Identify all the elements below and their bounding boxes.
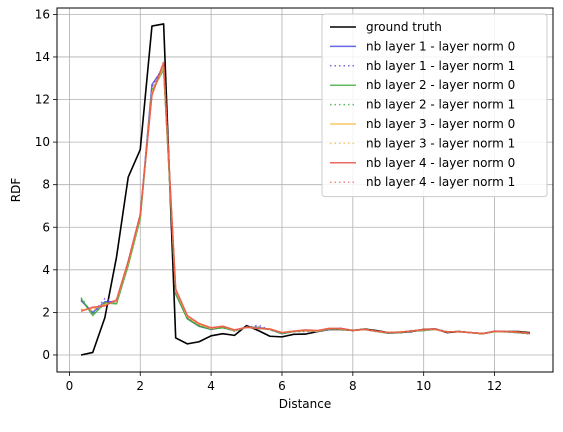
axis-ticks: 0 2 4 6 8 10 12 0 2 4 6 8 10 12 14 16 — [35, 7, 502, 393]
y-tick-label: 8 — [42, 178, 50, 192]
x-tick-label: 12 — [487, 379, 502, 393]
x-tick-label: 8 — [349, 379, 357, 393]
x-axis-label: Distance — [279, 397, 331, 411]
legend-entry-label: nb layer 1 - layer norm 1 — [366, 59, 515, 73]
grid — [57, 8, 553, 372]
y-tick-label: 16 — [35, 7, 50, 21]
x-tick-label: 6 — [278, 379, 286, 393]
y-tick-label: 2 — [42, 305, 50, 319]
legend-entry-label: nb layer 4 - layer norm 1 — [366, 175, 515, 189]
series-line-9 — [80, 60, 531, 335]
y-tick-label: 14 — [35, 50, 50, 64]
legend-entry-label: ground truth — [366, 20, 442, 34]
legend-entry-label: nb layer 3 - layer norm 0 — [366, 117, 515, 131]
y-tick-label: 0 — [42, 348, 50, 362]
legend: ground truth nb layer 1 - layer norm 0 nb … — [321, 13, 548, 198]
x-tick-label: 0 — [66, 379, 74, 393]
legend-box — [321, 13, 548, 198]
plot-frame — [56, 7, 554, 373]
y-tick-label: 4 — [42, 263, 50, 277]
y-tick-label: 10 — [35, 135, 50, 149]
legend-entry-label: nb layer 2 - layer norm 0 — [366, 78, 515, 92]
legend-entry-label: nb layer 1 - layer norm 0 — [366, 39, 515, 53]
legend-entry-label: nb layer 2 - layer norm 1 — [366, 98, 515, 112]
x-tick-label: 4 — [207, 379, 215, 393]
series-lines — [80, 23, 531, 356]
legend-entry-label: nb layer 4 - layer norm 0 — [366, 156, 515, 170]
x-tick-label: 2 — [136, 379, 144, 393]
x-tick-label: 10 — [416, 379, 431, 393]
legend-entry-label: nb layer 3 - layer norm 1 — [366, 136, 515, 150]
y-axis-label: RDF — [9, 178, 23, 203]
y-tick-label: 12 — [35, 93, 50, 107]
y-tick-label: 6 — [42, 220, 50, 234]
